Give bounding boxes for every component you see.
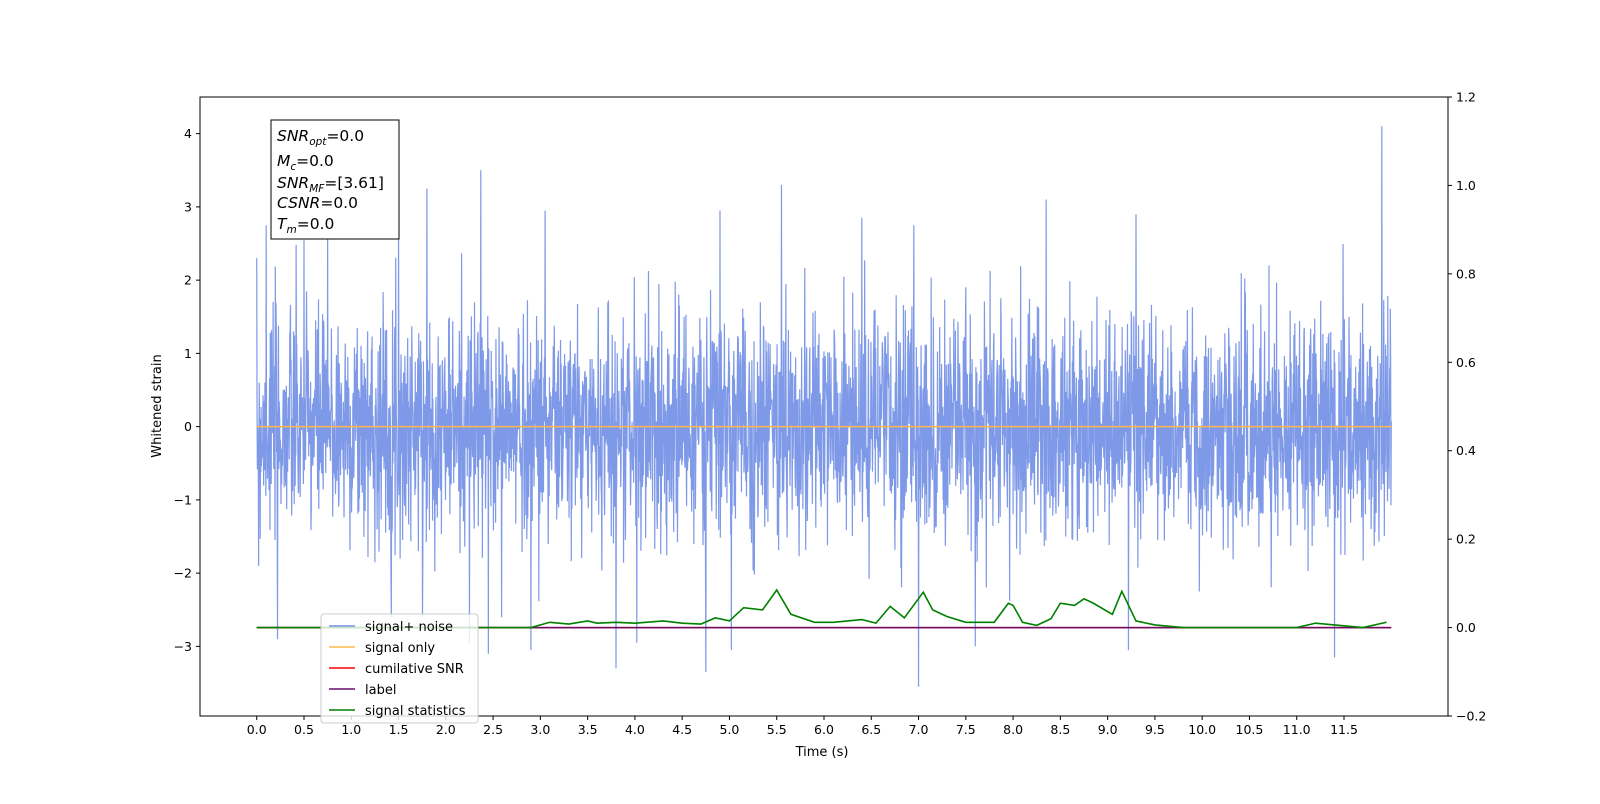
x-tick-label: 10.5 — [1236, 722, 1264, 737]
x-tick-label: 7.5 — [956, 722, 976, 737]
stats-mc: Mc=0.0 — [277, 152, 334, 173]
x-tick-label: 0.0 — [247, 722, 267, 737]
legend: signal+ noise signal only cumilative SNR… — [320, 613, 479, 724]
legend-label: signal+ noise — [365, 620, 453, 635]
x-tick-label: 8.5 — [1050, 722, 1070, 737]
y2-tick-label: 0.2 — [1456, 532, 1476, 547]
legend-item: signal+ noise — [329, 620, 453, 635]
legend-item: cumilative SNR — [329, 662, 464, 677]
x-tick-label: 2.0 — [436, 722, 456, 737]
y2-tick-label: 0.8 — [1456, 266, 1476, 281]
x-tick-label: 11.0 — [1283, 722, 1311, 737]
x-tick-label: 5.0 — [720, 722, 740, 737]
legend-label: label — [365, 683, 396, 698]
stats-snr-opt: SNRopt=0.0 — [277, 127, 364, 148]
stats-box: SNRopt=0.0 Mc=0.0 SNRMF=[3.61] CSNR=0.0 … — [270, 119, 400, 240]
x-tick-label: 9.5 — [1145, 722, 1165, 737]
y2-tick-label: 0.0 — [1456, 620, 1476, 635]
stats-snr-mf: SNRMF=[3.61] — [277, 174, 384, 195]
legend-label: signal statistics — [365, 704, 466, 719]
x-tick-label: 5.5 — [767, 722, 787, 737]
legend-item: signal only — [329, 641, 435, 656]
y-tick-label: 3 — [184, 199, 192, 214]
x-tick-label: 2.5 — [483, 722, 503, 737]
x-tick-label: 9.0 — [1098, 722, 1118, 737]
axes-frame — [199, 96, 1449, 717]
y2-tick-label: 1.0 — [1456, 178, 1476, 193]
x-tick-label: 4.0 — [625, 722, 645, 737]
x-tick-label: 3.5 — [578, 722, 598, 737]
y2-tick-label: −0.2 — [1456, 709, 1486, 724]
x-axis: 0.0 0.5 1.0 1.5 2.0 2.5 3.0 3.5 4.0 4.5 5.0 5.5 6.0 6… — [247, 716, 1358, 737]
x-tick-label: 11.5 — [1330, 722, 1358, 737]
y-tick-label: 2 — [184, 273, 192, 288]
x-tick-label: 6.5 — [861, 722, 881, 737]
stats-box-frame — [270, 119, 400, 240]
stats-tm: Tm=0.0 — [277, 215, 334, 236]
y-tick-label: −2 — [174, 566, 192, 581]
x-tick-label: 7.0 — [909, 722, 929, 737]
x-axis-label: Time (s) — [795, 745, 849, 760]
series-signal-noise-line — [256, 126, 1392, 687]
y-tick-label: 4 — [184, 126, 192, 141]
y-tick-label: −3 — [174, 639, 192, 654]
x-tick-label: 0.5 — [294, 722, 314, 737]
y-tick-label: 1 — [184, 346, 192, 361]
legend-label: signal only — [365, 641, 435, 656]
legend-frame — [320, 613, 479, 724]
legend-item: signal statistics — [329, 704, 466, 719]
x-tick-label: 6.0 — [814, 722, 834, 737]
y-axis-left: −3 −2 −1 0 1 2 3 4 — [174, 126, 200, 654]
x-tick-label: 1.0 — [341, 722, 361, 737]
y2-tick-label: 1.2 — [1456, 90, 1476, 105]
series-signal-statistics-line — [256, 588, 1387, 629]
legend-item: label — [329, 683, 396, 698]
legend-label: cumilative SNR — [365, 662, 464, 677]
x-tick-label: 4.5 — [672, 722, 692, 737]
y2-tick-label: 0.6 — [1456, 355, 1476, 370]
y-tick-label: −1 — [174, 492, 192, 507]
x-tick-label: 8.0 — [1003, 722, 1023, 737]
x-tick-label: 3.0 — [530, 722, 550, 737]
y-axis-right: −0.2 0.0 0.2 0.4 0.6 0.8 1.0 1.2 — [1448, 90, 1486, 724]
x-tick-label: 1.5 — [389, 722, 409, 737]
y2-tick-label: 0.4 — [1456, 443, 1476, 458]
y-tick-label: 0 — [184, 419, 192, 434]
stats-csnr: CSNR=0.0 — [277, 194, 358, 212]
x-tick-label: 10.0 — [1188, 722, 1216, 737]
y-axis-label: Whitened strain — [150, 354, 165, 457]
